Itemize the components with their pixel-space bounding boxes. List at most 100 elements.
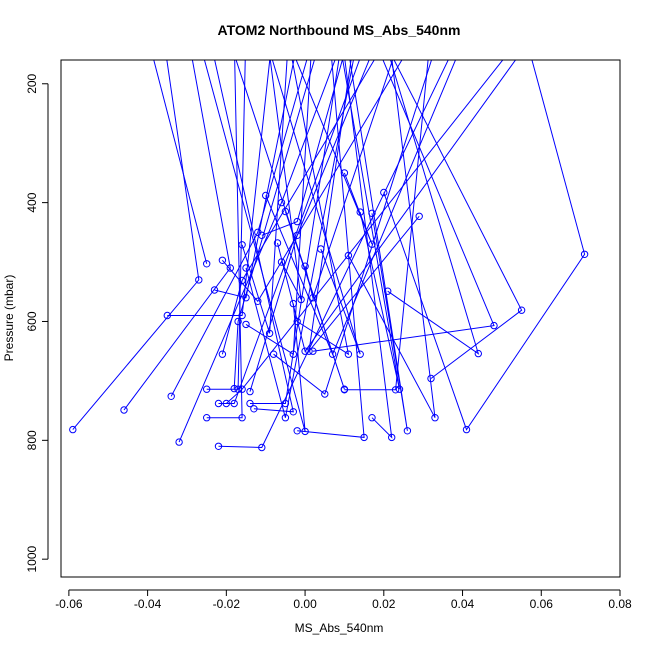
series-line (178, 60, 336, 443)
data-point (328, 350, 337, 358)
data-point (203, 385, 211, 393)
chart-title: ATOM2 Northbound MS_Abs_540nm (218, 22, 461, 38)
data-point (431, 414, 439, 422)
x-tick-label: 0.04 (451, 597, 475, 611)
data-point (321, 390, 329, 398)
data-point (246, 399, 254, 408)
data-point (360, 433, 368, 442)
series-line (225, 60, 504, 404)
data-point (384, 287, 392, 295)
data-point (522, 33, 528, 39)
series-line (250, 60, 340, 404)
data-point (344, 350, 353, 358)
series-line (393, 60, 523, 379)
data-point (184, 27, 190, 33)
series-line (344, 60, 393, 439)
series-line (153, 60, 208, 264)
data-point (301, 262, 309, 270)
data-point (210, 286, 219, 294)
data-point (192, 21, 198, 27)
data-point (289, 299, 297, 308)
series-line (347, 60, 436, 418)
series-line (214, 60, 295, 299)
series-layer (69, 21, 589, 452)
data-point (269, 350, 278, 358)
data-point (517, 306, 526, 314)
data-point (309, 294, 317, 302)
data-point (258, 443, 266, 452)
x-axis-label: MS_Abs_540nm (295, 621, 384, 635)
data-point (273, 239, 282, 247)
data-point (242, 264, 250, 272)
x-tick-label: 0.06 (530, 597, 554, 611)
data-point (391, 386, 400, 394)
data-point (293, 217, 301, 226)
data-point (195, 276, 203, 284)
data-point (305, 347, 313, 355)
data-point (395, 385, 404, 393)
data-point (238, 311, 246, 320)
data-point (340, 169, 349, 177)
data-point (203, 414, 211, 422)
data-point (281, 414, 290, 422)
series-line (72, 60, 200, 430)
y-axis: 200 400 600 800 1000 (25, 73, 49, 573)
data-point (230, 399, 238, 408)
data-point (580, 250, 589, 259)
data-point (297, 295, 305, 304)
data-point (238, 414, 246, 422)
series-line (295, 60, 373, 245)
x-axis: -0.06 -0.04 -0.02 0.00 0.02 0.04 0.06 0.08 (55, 589, 632, 611)
y-tick-label: 600 (25, 311, 39, 331)
data-point (309, 347, 317, 355)
x-tick-label: -0.02 (213, 597, 241, 611)
data-point (218, 256, 227, 264)
data-point (490, 321, 498, 330)
data-point (230, 384, 238, 393)
data-point (203, 260, 211, 268)
series-line (349, 60, 408, 431)
series-line (235, 60, 345, 390)
data-point (226, 264, 235, 272)
data-point (163, 311, 172, 320)
data-point (214, 442, 223, 450)
data-point (538, 21, 544, 27)
data-point (368, 209, 376, 218)
series-line (291, 60, 350, 356)
series-line (214, 60, 294, 413)
data-point (427, 374, 435, 383)
series-line (269, 60, 302, 300)
data-point (289, 408, 297, 416)
data-point (281, 399, 290, 408)
data-point (293, 317, 301, 326)
data-point (301, 347, 309, 355)
series-line (123, 60, 231, 411)
data-point (246, 387, 254, 396)
series-line (304, 60, 394, 300)
series-line (170, 60, 308, 397)
series-line (344, 60, 429, 391)
series-line (277, 60, 517, 353)
series-line (297, 60, 365, 438)
data-point (293, 427, 301, 435)
data-point (281, 207, 290, 216)
data-point (380, 188, 388, 197)
data-point (277, 258, 286, 266)
data-point (69, 425, 77, 434)
y-axis-label: Pressure (mbar) (2, 275, 16, 362)
data-point (518, 33, 524, 39)
series-line (308, 60, 420, 353)
series-line (218, 60, 449, 449)
data-point (218, 350, 227, 358)
data-point (238, 241, 246, 249)
data-point (368, 240, 376, 248)
series-line (206, 60, 246, 390)
data-point (242, 320, 250, 329)
y-tick-label: 400 (25, 192, 39, 212)
data-point (462, 425, 471, 434)
plot-frame (60, 59, 621, 578)
series-line (167, 60, 271, 316)
x-tick-label: 0.02 (372, 597, 396, 611)
y-tick-label: 1000 (25, 546, 39, 573)
